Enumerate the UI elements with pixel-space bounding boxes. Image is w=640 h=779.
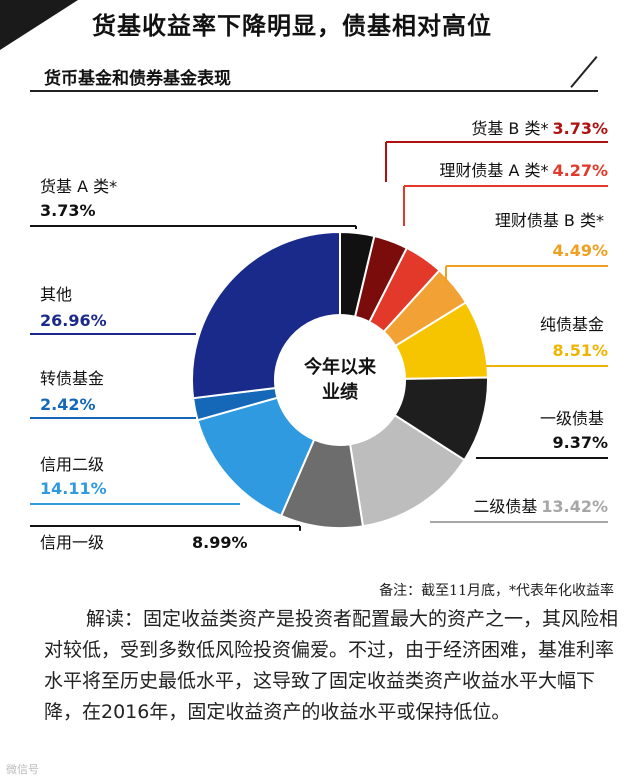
slice-name-label-6: 一级债基 bbox=[540, 409, 604, 428]
slice-value-label-9: 14.11% bbox=[40, 479, 107, 498]
chart-note: 备注：截至11月底，*代表年化收益率 bbox=[379, 583, 614, 599]
slice-name-label-10: 转债基金 bbox=[40, 369, 104, 388]
slice-name-label-4: 理财债基 B 类* bbox=[495, 211, 604, 230]
slice-value-label-5: 8.51% bbox=[552, 341, 608, 360]
slice-11 bbox=[191, 230, 341, 400]
subtitle-underline bbox=[30, 90, 598, 92]
slice-value-label-6: 9.37% bbox=[552, 433, 608, 452]
slice-name-label-7: 二级债基 bbox=[473, 497, 537, 516]
slice-name-label-1: 货基 A 类* bbox=[40, 177, 117, 196]
page-title: 货基收益率下降明显，债基相对高位 bbox=[92, 12, 492, 40]
slice-value-label-7: 13.42% bbox=[541, 497, 608, 516]
slice-value-label-3: 4.27% bbox=[552, 161, 608, 180]
title-bar: 货基收益率下降明显，债基相对高位 bbox=[0, 0, 640, 50]
slice-name-label-3: 理财债基 A 类* bbox=[439, 161, 548, 180]
slice-name-label-8: 信用一级 bbox=[40, 533, 104, 552]
slice-name-label-2: 货基 B 类* bbox=[471, 119, 548, 138]
chart-subtitle: 货币基金和债券基金表现 bbox=[44, 69, 231, 89]
center-label-line1: 今年以来 bbox=[304, 356, 377, 378]
watermark: 微信号 bbox=[6, 763, 39, 776]
center-label-line2: 业绩 bbox=[322, 381, 358, 403]
leader-lines bbox=[30, 141, 608, 531]
slice-value-label-11: 26.96% bbox=[40, 311, 107, 330]
donut-hole bbox=[275, 315, 405, 445]
title-triangle-decoration bbox=[0, 0, 78, 50]
slice-value-label-10: 2.42% bbox=[40, 395, 96, 414]
slice-value-label-1: 3.73% bbox=[40, 201, 96, 220]
slice-value-label-4: 4.49% bbox=[552, 241, 608, 260]
slice-labels: 货基 A 类*3.73%货基 B 类* 3.73%理财债基 A 类* 4.27%理财… bbox=[40, 119, 608, 552]
donut-chart: 今年以来 业绩 货基 A 类*3.73%货基 B 类* 3.73%理财债基 A 类… bbox=[30, 119, 608, 552]
slice-name-label-9: 信用二级 bbox=[40, 455, 104, 474]
slice-value-label-8: 8.99% bbox=[192, 533, 248, 552]
slice-name-label-5: 纯债基金 bbox=[540, 315, 604, 334]
slice-name-label-11: 其他 bbox=[40, 285, 72, 304]
explanation-text: 解读：固定收益类资产是投资者配置最大的资产之一，其风险相对较低，受到多数低风险投… bbox=[44, 608, 619, 723]
donut-slices bbox=[191, 230, 489, 529]
slice-value-label-2: 3.73% bbox=[552, 119, 608, 138]
